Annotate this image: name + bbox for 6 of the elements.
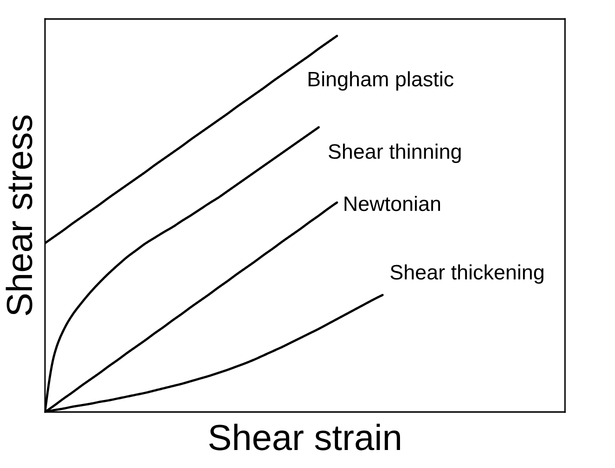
series-label: Newtonian xyxy=(344,196,440,212)
series-label: Shear thinning xyxy=(328,144,461,164)
x-axis-title: Shear strain xyxy=(209,424,400,450)
series-label: Shear thickening xyxy=(390,264,544,284)
y-axis-title: Shear stress xyxy=(6,115,32,316)
series-label: Bingham plastic xyxy=(308,71,454,91)
